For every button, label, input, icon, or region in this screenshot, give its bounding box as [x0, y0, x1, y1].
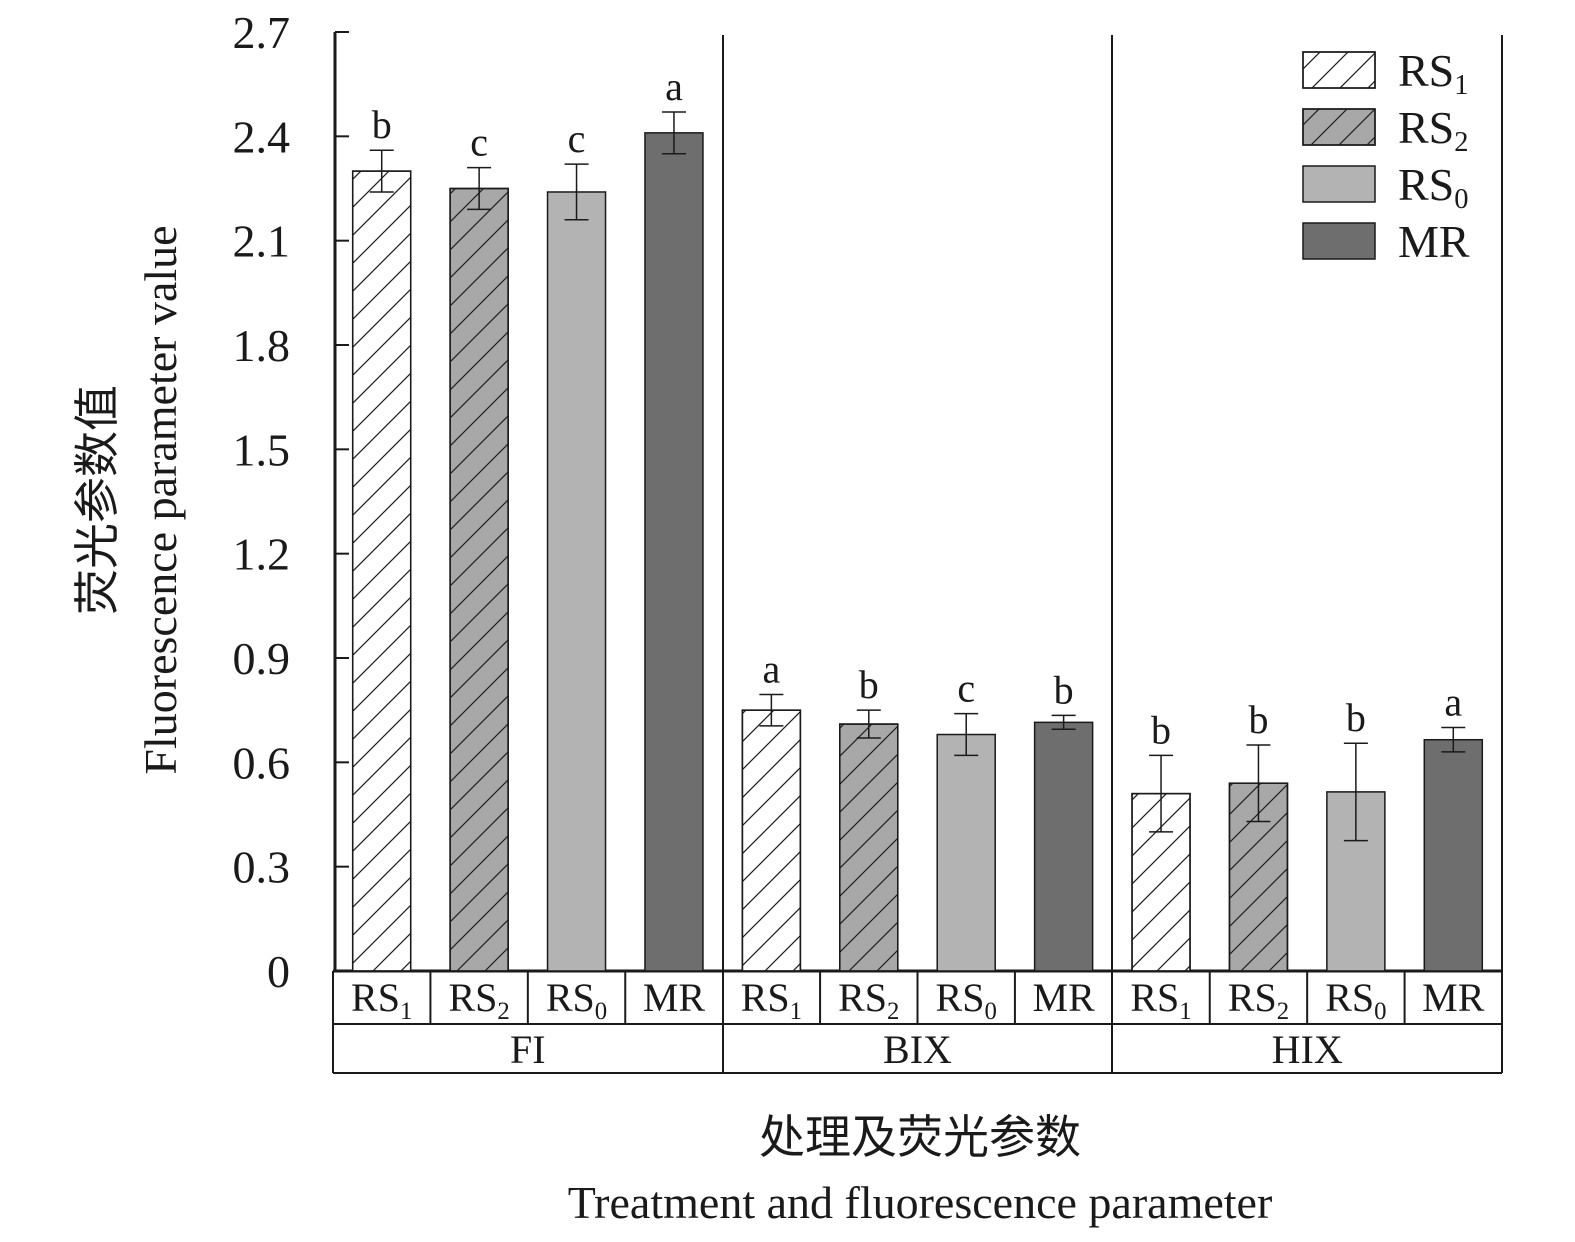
significance-letter: b — [859, 662, 879, 707]
legend-label: RS2 — [1398, 102, 1469, 158]
y-tick-label: 1.2 — [233, 529, 291, 580]
significance-letter: a — [762, 647, 780, 692]
category-label: RS1 — [741, 975, 802, 1025]
y-tick-label: 1.5 — [233, 424, 291, 475]
significance-letter: c — [957, 666, 975, 711]
bar — [546, 191, 607, 972]
category-label: RS0 — [546, 975, 607, 1025]
legend-label: RS1 — [1398, 45, 1469, 101]
x-axis-title-cn: 处理及荧光参数 — [759, 1112, 1081, 1163]
bar — [1423, 738, 1484, 972]
y-tick-label: 0 — [267, 946, 290, 997]
category-label: MR — [643, 975, 706, 1020]
significance-letter: a — [665, 64, 683, 109]
y-ticks: 0 0.3 0.6 0.9 1.2 1.5 1.8 2.1 2.4 2.7 — [233, 7, 349, 997]
y-tick-label: 2.1 — [233, 216, 291, 267]
significance-letter: b — [1248, 697, 1268, 742]
y-tick-label: 2.7 — [233, 7, 291, 58]
category-label: RS1 — [351, 975, 412, 1025]
bar-hatch — [741, 709, 802, 972]
significance-letter: a — [1444, 680, 1462, 725]
legend-label: RS0 — [1398, 159, 1469, 215]
category-label: RS2 — [1228, 975, 1289, 1025]
group-label: HIX — [1272, 1027, 1343, 1072]
category-label: RS2 — [838, 975, 899, 1025]
y-tick-label: 0.9 — [233, 633, 291, 684]
y-axis-title-en: Fluorescence parameter value — [135, 225, 186, 774]
y-tick-label: 0.6 — [233, 737, 291, 788]
significance-letter: c — [470, 120, 488, 165]
category-label: RS2 — [448, 975, 509, 1025]
group-labels: FI BIX HIX — [510, 1027, 1343, 1072]
category-label: RS0 — [1325, 975, 1386, 1025]
legend-swatch-hatch — [1302, 108, 1376, 146]
bar — [644, 132, 704, 972]
significance-letter: c — [568, 116, 586, 161]
bar-hatch — [839, 723, 899, 972]
group-label: BIX — [883, 1027, 952, 1072]
legend-swatch-hatch — [1302, 51, 1376, 89]
significance-letter: b — [1346, 695, 1366, 740]
bar-hatch — [449, 187, 509, 972]
y-tick-label: 2.4 — [233, 111, 291, 162]
y-axis-title-cn: 荧光参数值 — [72, 385, 123, 615]
bar-hatch — [351, 170, 412, 972]
y-tick-label: 1.8 — [233, 320, 291, 371]
significance-letter: b — [372, 102, 392, 147]
category-label: RS1 — [1130, 975, 1191, 1025]
bar — [1033, 721, 1094, 972]
category-label: RS0 — [936, 975, 997, 1025]
x-axis-title-en: Treatment and fluorescence parameter — [568, 1177, 1273, 1228]
bar — [936, 733, 996, 972]
legend-swatch — [1302, 222, 1376, 260]
significance-letter: b — [1054, 667, 1074, 712]
bars: b c c a a b c b b b b a — [351, 64, 1484, 972]
category-label: MR — [1033, 975, 1096, 1020]
legend-swatch — [1302, 165, 1376, 203]
category-labels: RS1 RS2 RS0 MR RS1 RS2 RS0 MR RS1 RS2 RS0 MR — [351, 971, 1485, 1025]
bar-hatch — [1228, 782, 1289, 972]
legend-label: MR — [1398, 216, 1470, 267]
group-label: FI — [510, 1027, 546, 1072]
category-label: MR — [1422, 975, 1485, 1020]
significance-letter: b — [1151, 707, 1171, 752]
y-tick-label: 0.3 — [233, 842, 291, 893]
